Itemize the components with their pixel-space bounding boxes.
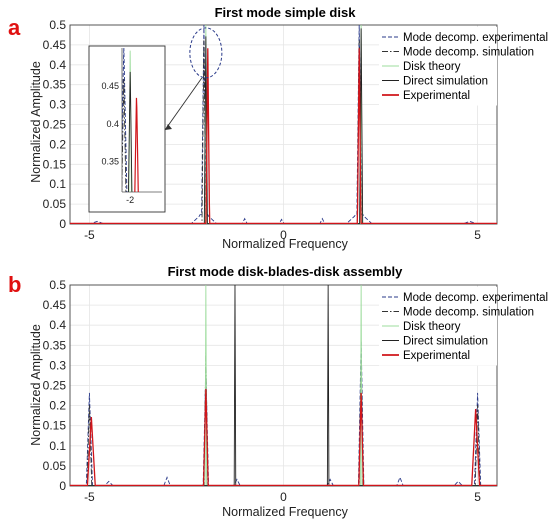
panel-a-ylabel: Normalized Amplitude — [29, 61, 43, 183]
x-tick-label: -5 — [84, 228, 95, 242]
y-tick-label: 0.35 — [43, 338, 67, 352]
series-group — [70, 284, 497, 486]
panel-a-xlabel: Normalized Frequency — [222, 237, 348, 251]
y-tick-label: 0.45 — [43, 38, 67, 52]
inset-y-tick-label: 0.35 — [101, 157, 119, 167]
panel-letter-b: b — [8, 272, 21, 297]
y-tick-label: 0.35 — [43, 78, 67, 92]
legend-label: Disk theory — [403, 321, 461, 333]
plot-area-a: 0 0.05 0.1 0.15 0.2 0.25 0.3 0.35 0.4 0.45 0.5 -5 0 5… — [43, 18, 548, 242]
y-tick-label: 0.15 — [43, 419, 67, 433]
x-tick-label: 0 — [280, 228, 287, 242]
legend-label: Direct simulation — [403, 76, 488, 88]
y-tick-label: 0.5 — [49, 18, 66, 32]
x-tick-label: 5 — [474, 490, 481, 504]
y-tick-label: 0.3 — [49, 98, 66, 112]
y-tick-label: 0.2 — [49, 399, 66, 413]
y-tick-label: 0.5 — [49, 278, 66, 292]
legend-label: Experimental — [403, 90, 470, 102]
legend-label: Experimental — [403, 350, 470, 362]
y-tick-label: 0.45 — [43, 298, 67, 312]
y-tick-label: 0 — [59, 217, 66, 231]
panel-a-title: First mode simple disk — [215, 5, 357, 20]
legend-label: Disk theory — [403, 61, 461, 73]
series-line-experimental — [70, 48, 497, 224]
y-tick-label: 0.25 — [43, 118, 67, 132]
y-tick-label: 0.1 — [49, 439, 66, 453]
legend-label: Direct simulation — [403, 336, 488, 348]
zoom-arrowhead — [165, 124, 172, 130]
x-tick-label: -5 — [84, 490, 95, 504]
y-tick-label: 0.4 — [49, 318, 66, 332]
panel-b-title: First mode disk-blades-disk assembly — [168, 264, 404, 279]
y-tick-label: 0.05 — [43, 459, 67, 473]
legend-label: Mode decomp. experimental — [403, 292, 548, 304]
legend: Mode decomp. experimental Mode decomp. si… — [379, 287, 548, 366]
y-tick-label: 0.2 — [49, 137, 66, 151]
inset-y-tick-label: 0.45 — [101, 81, 119, 91]
legend: Mode decomp. experimental Mode decomp. si… — [379, 27, 548, 106]
y-tick-label: 0.25 — [43, 379, 67, 393]
x-tick-label: 5 — [474, 228, 481, 242]
panel-a: a First mode simple disk Normalized Freq… — [8, 5, 548, 251]
legend-label: Mode decomp. simulation — [403, 307, 534, 319]
y-tick-label: 0 — [59, 479, 66, 493]
panel-b-xlabel: Normalized Frequency — [222, 505, 348, 519]
legend-label: Mode decomp. experimental — [403, 32, 548, 44]
zoom-ellipse — [189, 27, 223, 79]
x-tick-label: 0 — [280, 490, 287, 504]
panel-b-ylabel: Normalized Amplitude — [29, 324, 43, 446]
inset: 0.35 0.4 0.45 -2 — [88, 45, 166, 213]
inset-x-tick-label: -2 — [126, 195, 134, 205]
panel-b: b First mode disk-blades-disk assembly N… — [8, 264, 548, 519]
plot-area-b: 0 0.05 0.1 0.15 0.2 0.25 0.3 0.35 0.4 0.45 0.5 -5 0 5… — [43, 278, 548, 504]
series-line-experimental — [70, 388, 497, 486]
series-group — [70, 24, 497, 224]
y-tick-label: 0.4 — [49, 58, 66, 72]
panel-letter-a: a — [8, 15, 21, 40]
y-tick-label: 0.3 — [49, 358, 66, 372]
y-tick-label: 0.15 — [43, 157, 67, 171]
y-tick-label: 0.05 — [43, 197, 67, 211]
inset-y-tick-label: 0.4 — [106, 119, 119, 129]
inset-frame — [88, 45, 166, 213]
y-tick-label: 0.1 — [49, 177, 66, 191]
legend-label: Mode decomp. simulation — [403, 47, 534, 59]
zoom-connector — [164, 77, 203, 131]
